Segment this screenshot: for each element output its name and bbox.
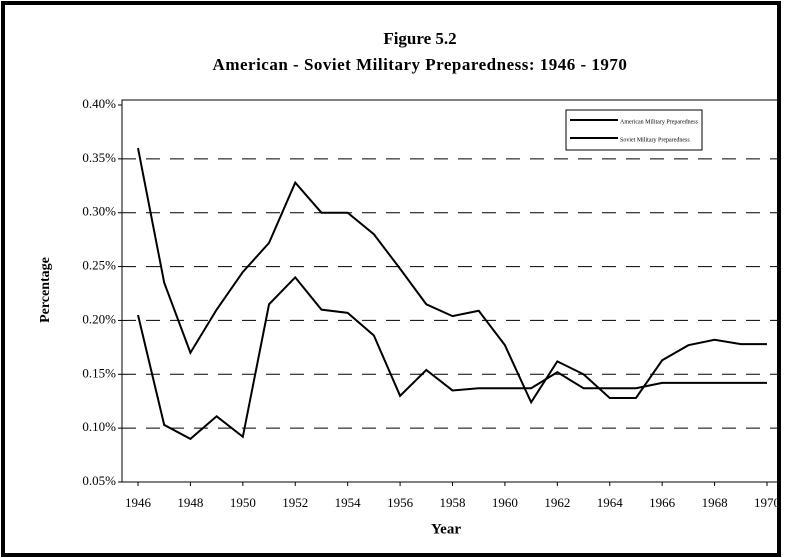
x-tick-label: 1956 xyxy=(387,495,414,510)
chart-subtitle: American - Soviet Military Preparedness:… xyxy=(213,55,628,74)
y-tick-label: 0.05% xyxy=(82,473,116,488)
x-tick-label: 1948 xyxy=(177,495,203,510)
series-line xyxy=(137,275,767,441)
y-tick-label: 0.25% xyxy=(82,258,116,273)
x-tick-label: 1960 xyxy=(492,495,518,510)
y-tick-label: 0.15% xyxy=(82,365,116,380)
legend xyxy=(565,109,703,151)
y-tick-label: 0.10% xyxy=(82,419,116,434)
y-tick-label: 0.40% xyxy=(82,96,116,111)
chart-title: Figure 5.2 xyxy=(383,29,456,48)
y-tick-label: 0.20% xyxy=(82,311,116,326)
y-axis-label: Percentage xyxy=(38,257,53,323)
x-tick-label: 1962 xyxy=(544,495,570,510)
x-tick-label: 1952 xyxy=(282,495,308,510)
x-tick-label: 1964 xyxy=(597,495,624,510)
x-tick-label: 1954 xyxy=(335,495,362,510)
y-tick-label: 0.30% xyxy=(82,204,116,219)
y-tick-label: 0.35% xyxy=(82,150,116,165)
x-tick-label: 1968 xyxy=(702,495,728,510)
x-axis-label: Year xyxy=(431,521,461,537)
x-tick-label: 1950 xyxy=(230,495,256,510)
legend-label: Soviet Military Preparedness xyxy=(620,137,690,143)
x-tick-label: 1966 xyxy=(649,495,676,510)
plot-area xyxy=(121,99,781,483)
x-tick-label: 1946 xyxy=(125,495,152,510)
series-line xyxy=(137,147,767,405)
x-tick-label: 1970 xyxy=(754,495,780,510)
x-tick-label: 1958 xyxy=(440,495,466,510)
legend-label: American Military Preparedness xyxy=(620,119,699,125)
